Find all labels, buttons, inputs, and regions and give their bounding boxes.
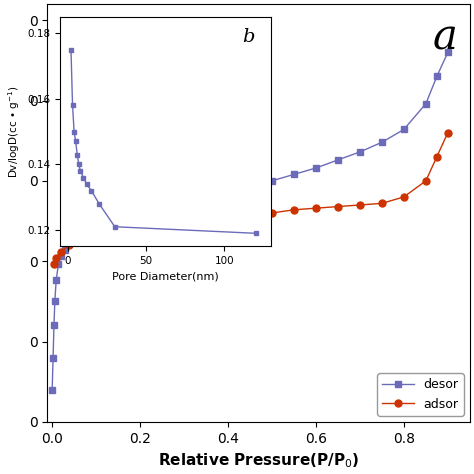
adsor — [93, 236, 99, 242]
desor — [84, 231, 90, 237]
desor — [53, 278, 59, 283]
adsor — [357, 202, 363, 208]
desor — [71, 239, 77, 245]
Line: adsor: adsor — [50, 129, 451, 268]
Legend: desor, adsor: desor, adsor — [377, 374, 464, 416]
adsor — [291, 207, 297, 213]
adsor — [115, 233, 120, 238]
adsor — [203, 220, 209, 226]
adsor — [159, 226, 164, 232]
desor — [423, 101, 428, 107]
desor — [401, 127, 407, 132]
Text: a: a — [432, 17, 457, 59]
Line: desor: desor — [49, 50, 451, 392]
desor — [58, 254, 64, 259]
desor — [55, 262, 61, 267]
adsor — [247, 213, 253, 219]
desor — [225, 191, 231, 197]
desor — [93, 228, 99, 234]
adsor — [423, 178, 428, 184]
desor — [128, 217, 134, 222]
adsor — [181, 223, 187, 229]
desor — [50, 355, 56, 360]
desor — [445, 49, 451, 55]
desor — [434, 73, 440, 79]
adsor — [137, 229, 143, 235]
desor — [181, 202, 187, 208]
adsor — [102, 234, 108, 240]
desor — [159, 209, 164, 214]
desor — [51, 323, 57, 328]
adsor — [445, 130, 451, 136]
desor — [49, 387, 55, 392]
adsor — [66, 242, 72, 248]
desor — [357, 149, 363, 155]
desor — [102, 225, 108, 230]
X-axis label: Relative Pressure(P/P$_0$): Relative Pressure(P/P$_0$) — [158, 451, 359, 470]
adsor — [269, 210, 274, 216]
adsor — [225, 217, 231, 222]
adsor — [379, 201, 385, 206]
adsor — [434, 154, 440, 160]
adsor — [53, 255, 59, 261]
desor — [247, 184, 253, 190]
desor — [335, 157, 341, 163]
adsor — [313, 205, 319, 211]
desor — [291, 172, 297, 177]
adsor — [84, 237, 90, 243]
adsor — [128, 231, 134, 237]
desor — [203, 197, 209, 203]
adsor — [335, 204, 341, 210]
desor — [313, 165, 319, 171]
adsor — [51, 262, 57, 267]
desor — [115, 220, 120, 226]
adsor — [75, 239, 81, 245]
desor — [269, 178, 274, 184]
desor — [62, 247, 68, 253]
adsor — [58, 249, 64, 255]
desor — [137, 213, 143, 219]
desor — [52, 299, 58, 304]
desor — [379, 139, 385, 145]
adsor — [401, 194, 407, 200]
